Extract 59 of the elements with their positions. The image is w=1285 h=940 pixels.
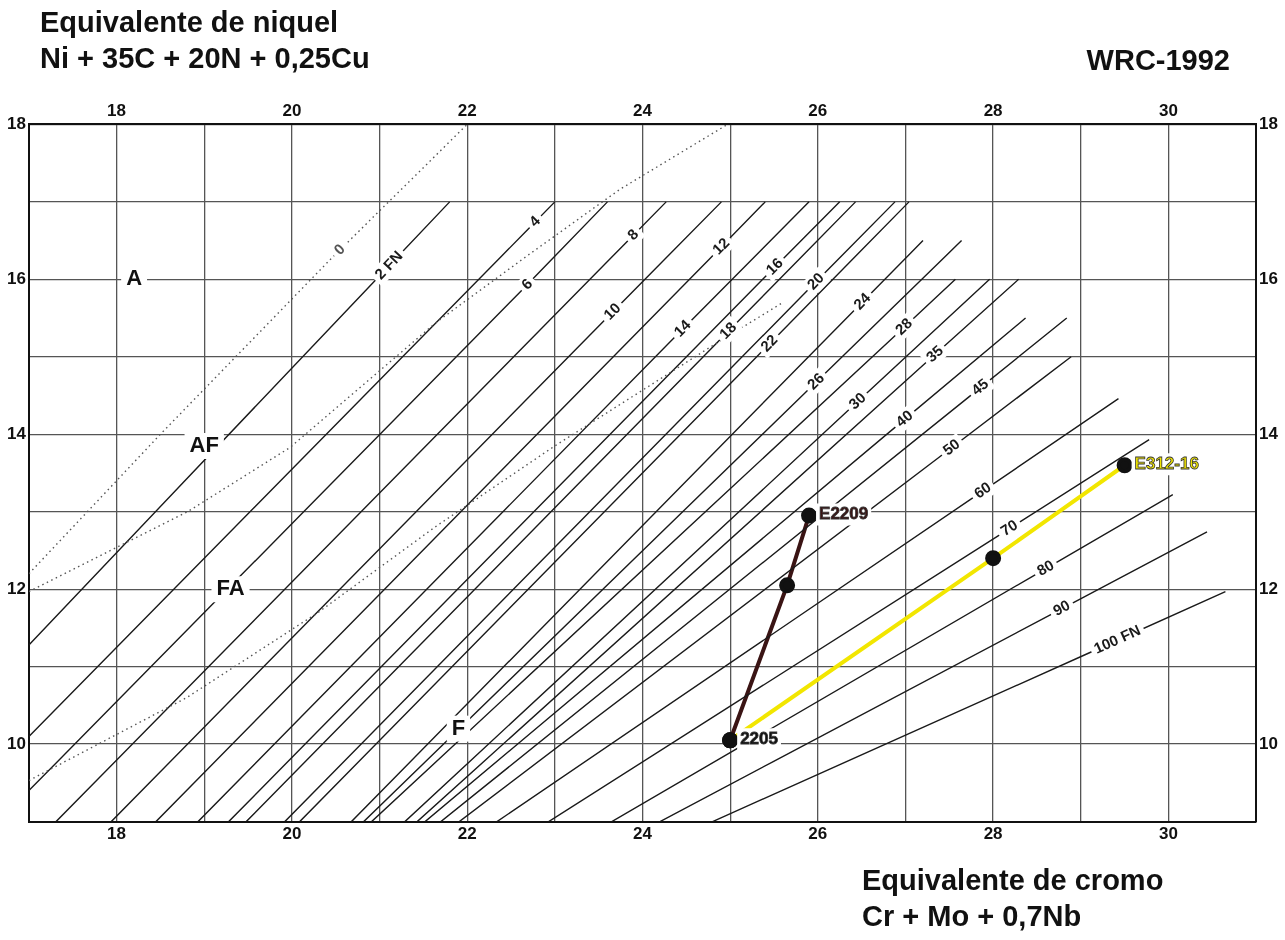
text: 60 — [970, 478, 994, 502]
y-tick-label: 14 — [6, 423, 27, 443]
text: 14 — [670, 315, 695, 340]
text: 16 — [762, 254, 786, 278]
y-tick-label: 10 — [6, 733, 26, 753]
x-axis-title: Equivalente de cromo Cr + Mo + 0,7Nb — [862, 863, 1164, 935]
y-tick-label: 12 — [6, 578, 26, 598]
x-tick-label: 28 — [983, 100, 1003, 120]
y2-tick-label: 12 — [1259, 578, 1279, 598]
text: 40 — [892, 406, 916, 430]
y2-tick-label: 16 — [1259, 269, 1279, 289]
x2-tick-label: 28 — [983, 824, 1003, 844]
x-tick-label: 18 — [107, 100, 127, 120]
x2-tick-label: 30 — [1158, 824, 1178, 844]
text: 8 — [623, 225, 642, 244]
text: 6 — [517, 274, 536, 293]
y2-tick-label: 18 — [1259, 114, 1279, 134]
series-label: E312-16 — [1134, 453, 1199, 473]
y-tick-label: 18 — [6, 114, 26, 134]
x-tick-label: 26 — [808, 100, 828, 120]
text: 100 FN — [1091, 621, 1143, 657]
chart-title: WRC-1992 — [1086, 43, 1230, 78]
text: 50 — [939, 434, 963, 459]
text: 45 — [967, 374, 992, 399]
text: 20 — [803, 268, 828, 293]
x2-tick-label: 18 — [107, 824, 127, 844]
series-label: E2209 — [819, 504, 869, 524]
text: 35 — [922, 341, 947, 366]
text: 18 — [715, 318, 740, 343]
x2-tick-label: 24 — [633, 824, 653, 844]
x2-tick-label: 22 — [457, 824, 477, 844]
text: 22 — [756, 330, 781, 355]
y-tick-label: 16 — [6, 269, 26, 289]
text: 28 — [891, 314, 916, 338]
text: 0 — [329, 239, 348, 258]
x-tick-label: 22 — [457, 100, 477, 120]
x2-tick-label: 26 — [808, 824, 828, 844]
x-tick-label: 30 — [1158, 100, 1178, 120]
text: 90 — [1049, 596, 1073, 619]
text: 80 — [1033, 555, 1057, 579]
annotation: F — [451, 714, 466, 740]
series-label: 2205 — [740, 728, 778, 748]
text: 24 — [849, 288, 874, 313]
x-tick-label: 20 — [282, 100, 302, 120]
x-tick-label: 24 — [633, 100, 653, 120]
text: 26 — [803, 368, 828, 393]
annotation: A — [126, 265, 143, 291]
annotation: FA — [216, 575, 245, 601]
text: 12 — [708, 233, 733, 258]
text: 30 — [845, 388, 869, 413]
text: 10 — [599, 298, 624, 323]
y2-tick-label: 14 — [1259, 423, 1279, 443]
text: 2 FN — [370, 247, 406, 283]
text: 4 — [525, 211, 544, 230]
annotation: AF — [189, 431, 219, 457]
y-axis-title: Equivalente de niquel Ni + 35C + 20N + 0,25Cu — [40, 5, 370, 77]
y2-tick-label: 10 — [1259, 733, 1279, 753]
text: 70 — [997, 515, 1021, 540]
x2-tick-label: 20 — [282, 824, 302, 844]
